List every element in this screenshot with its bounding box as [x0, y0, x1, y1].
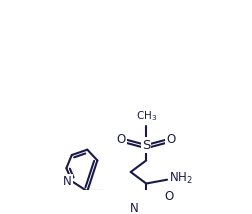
Text: N: N — [63, 175, 72, 188]
Text: O: O — [166, 133, 176, 146]
Text: O: O — [117, 133, 126, 146]
Text: N: N — [130, 202, 138, 214]
Text: S: S — [142, 138, 150, 152]
Text: O: O — [165, 190, 174, 203]
Text: NH$_2$: NH$_2$ — [169, 171, 193, 186]
Text: CH$_3$: CH$_3$ — [136, 110, 157, 123]
